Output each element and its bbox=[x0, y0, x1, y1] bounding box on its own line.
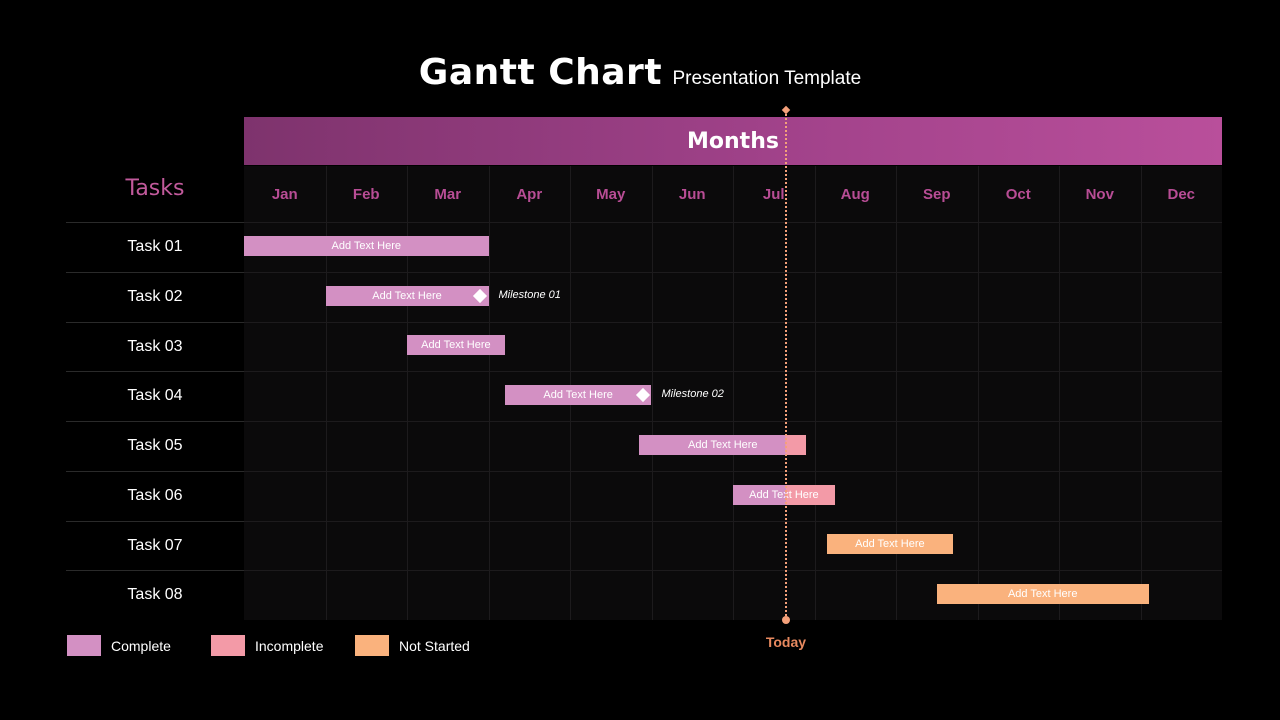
grid-vline bbox=[1059, 166, 1060, 620]
grid-hline bbox=[244, 222, 1222, 223]
task-name: Task 07 bbox=[66, 520, 244, 570]
legend-swatch bbox=[355, 635, 389, 656]
month-label-feb: Feb bbox=[352, 185, 380, 203]
task-bar-label: Add Text Here bbox=[1007, 588, 1078, 601]
month-label-sep: Sep bbox=[922, 185, 951, 203]
task-name: Task 08 bbox=[66, 570, 244, 619]
today-line bbox=[784, 110, 787, 620]
task-bar-label: Add Text Here bbox=[749, 488, 819, 501]
task-bar[interactable]: Add Text Here bbox=[733, 484, 835, 505]
month-label-jun: Jun bbox=[678, 185, 706, 203]
months-header: Months bbox=[244, 117, 1222, 165]
grid-vline bbox=[814, 166, 816, 620]
task-bar[interactable]: Add Text Here bbox=[826, 534, 954, 555]
task-bar-label: Add Text Here bbox=[372, 289, 442, 302]
task-name: Task 06 bbox=[66, 470, 244, 520]
grid-vline bbox=[651, 166, 653, 620]
grid-hline bbox=[244, 421, 1222, 422]
month-label-apr: Apr bbox=[516, 185, 543, 203]
task-bar-label: Add Text Here bbox=[543, 389, 613, 402]
legend-swatch bbox=[211, 635, 245, 656]
legend-item-not-started: Not Started bbox=[355, 635, 470, 656]
task-name: Task 01 bbox=[66, 222, 244, 271]
grid-hline bbox=[244, 321, 1222, 323]
task-bar[interactable]: Add Text Here bbox=[936, 584, 1149, 605]
grid-vline bbox=[733, 166, 734, 620]
task-bar-label: Add Text Here bbox=[331, 239, 401, 252]
grid-vline bbox=[1140, 166, 1142, 620]
legend-label: Incomplete bbox=[255, 637, 324, 654]
legend-item-complete: Complete bbox=[67, 635, 171, 656]
grid-vline bbox=[896, 166, 897, 620]
title-main: Gantt Chart bbox=[418, 52, 663, 93]
grid-hline bbox=[244, 570, 1222, 572]
today-label: Today bbox=[765, 634, 807, 650]
month-label-dec: Dec bbox=[1167, 185, 1196, 203]
grid-vline bbox=[325, 166, 327, 620]
month-label-jul: Jul bbox=[762, 185, 785, 203]
task-bar[interactable]: Add Text Here bbox=[325, 285, 489, 306]
month-label-mar: Mar bbox=[434, 185, 462, 203]
task-bar[interactable]: Add Text Here bbox=[407, 335, 505, 356]
milestone-label: Milestone 01 bbox=[498, 288, 561, 301]
month-label-aug: Aug bbox=[840, 185, 870, 203]
month-label-may: May bbox=[596, 185, 626, 203]
task-bar-label: Add Text Here bbox=[688, 438, 758, 451]
task-bar[interactable]: Add Text Here bbox=[244, 235, 489, 256]
grid-hline bbox=[244, 271, 1222, 273]
task-name: Task 04 bbox=[66, 371, 244, 420]
grid-vline bbox=[407, 166, 408, 620]
grid-hline bbox=[244, 470, 1222, 472]
month-label-jan: Jan bbox=[271, 185, 298, 203]
grid-vline bbox=[488, 166, 490, 620]
task-bar[interactable]: Add Text Here bbox=[504, 385, 652, 406]
task-name: Task 03 bbox=[66, 321, 244, 371]
grid-hline bbox=[244, 520, 1222, 522]
month-label-nov: Nov bbox=[1085, 185, 1114, 203]
grid-hline bbox=[244, 371, 1222, 373]
task-name: Task 02 bbox=[66, 271, 244, 321]
task-bar[interactable]: Add Text Here bbox=[639, 434, 807, 455]
milestone-label: Milestone 02 bbox=[661, 388, 724, 401]
task-name: Task 05 bbox=[66, 421, 244, 470]
page-title: Gantt Chart Presentation Template bbox=[0, 52, 1280, 93]
title-subtitle: Presentation Template bbox=[672, 68, 862, 89]
today-marker-dot bbox=[781, 616, 790, 624]
tasks-label: Tasks bbox=[125, 176, 185, 201]
task-bar-label: Add Text Here bbox=[855, 538, 925, 551]
month-label-oct: Oct bbox=[1005, 185, 1031, 203]
legend-label: Not Started bbox=[399, 637, 470, 654]
task-bar-label: Add Text Here bbox=[421, 339, 491, 352]
today-marker-top bbox=[781, 105, 791, 115]
legend-swatch bbox=[67, 635, 101, 656]
legend-item-incomplete: Incomplete bbox=[211, 635, 323, 656]
grid-vline bbox=[977, 166, 979, 620]
months-label: Months bbox=[687, 128, 779, 154]
legend-label: Complete bbox=[111, 637, 171, 654]
